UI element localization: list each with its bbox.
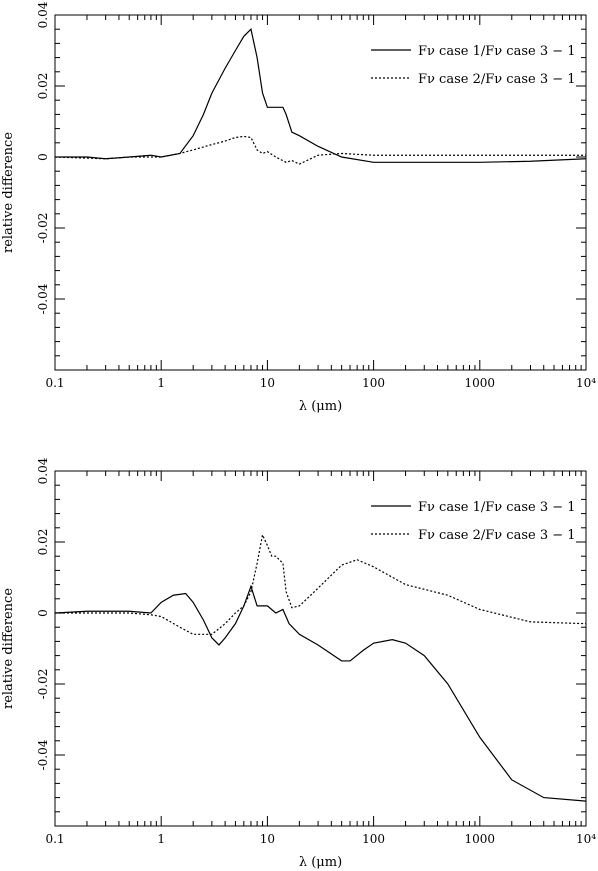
y-tick-label: 0 <box>36 153 50 161</box>
y-tick-label: -0.02 <box>36 213 50 244</box>
series-line-2 <box>55 532 587 635</box>
x-tick-label: 10 <box>260 376 275 390</box>
x-tick-label: 1000 <box>465 832 496 846</box>
chart-panel-1: 0.1 1 10 100 1000 10⁴ 0.04 0.02 0 -0.02 -0.04 λ (μm… <box>1 1 596 414</box>
x-tick-label: 10⁴ <box>576 376 596 390</box>
y-tick-label: -0.04 <box>36 283 50 314</box>
y-tick-label: 0.04 <box>36 457 50 484</box>
y-tick-label: 0.02 <box>36 529 50 556</box>
y-tick-label: -0.02 <box>36 669 50 700</box>
y-tick-label: 0.04 <box>36 1 50 28</box>
y-tick-label: 0 <box>36 609 50 617</box>
x-tick-label: 1 <box>157 376 165 390</box>
legend-label: Fν case 1/Fν case 3 − 1 <box>418 500 576 515</box>
x-tick-label: 0.1 <box>45 832 64 846</box>
x-tick-label: 1000 <box>465 376 496 390</box>
series-line-1 <box>54 584 587 802</box>
x-axis-label: λ (μm) <box>299 855 342 870</box>
x-tick-label: 100 <box>362 376 385 390</box>
x-tick-label: 0.1 <box>45 376 64 390</box>
plot-frame <box>54 14 587 371</box>
y-tick-label: -0.04 <box>36 739 50 770</box>
y-axis-label: relative difference <box>1 588 16 709</box>
x-tick-label: 10⁴ <box>576 832 596 846</box>
legend-label: Fν case 2/Fν case 3 − 1 <box>418 72 576 87</box>
series-line-1 <box>55 27 587 163</box>
y-axis-label: relative difference <box>1 132 16 253</box>
plot-frame <box>54 470 587 827</box>
x-axis-label: λ (μm) <box>299 399 342 414</box>
chart-panel-2: 0.1 1 10 100 1000 10⁴ 0.04 0.02 0 -0.02 -0.04 λ (μm… <box>1 457 596 870</box>
x-tick-label: 1 <box>157 832 165 846</box>
x-tick-label: 10 <box>260 832 275 846</box>
series-line-2 <box>54 135 586 165</box>
legend-label: Fν case 1/Fν case 3 − 1 <box>418 44 576 59</box>
legend-label: Fν case 2/Fν case 3 − 1 <box>418 528 576 543</box>
y-tick-label: 0.02 <box>36 73 50 100</box>
x-tick-label: 100 <box>362 832 385 846</box>
